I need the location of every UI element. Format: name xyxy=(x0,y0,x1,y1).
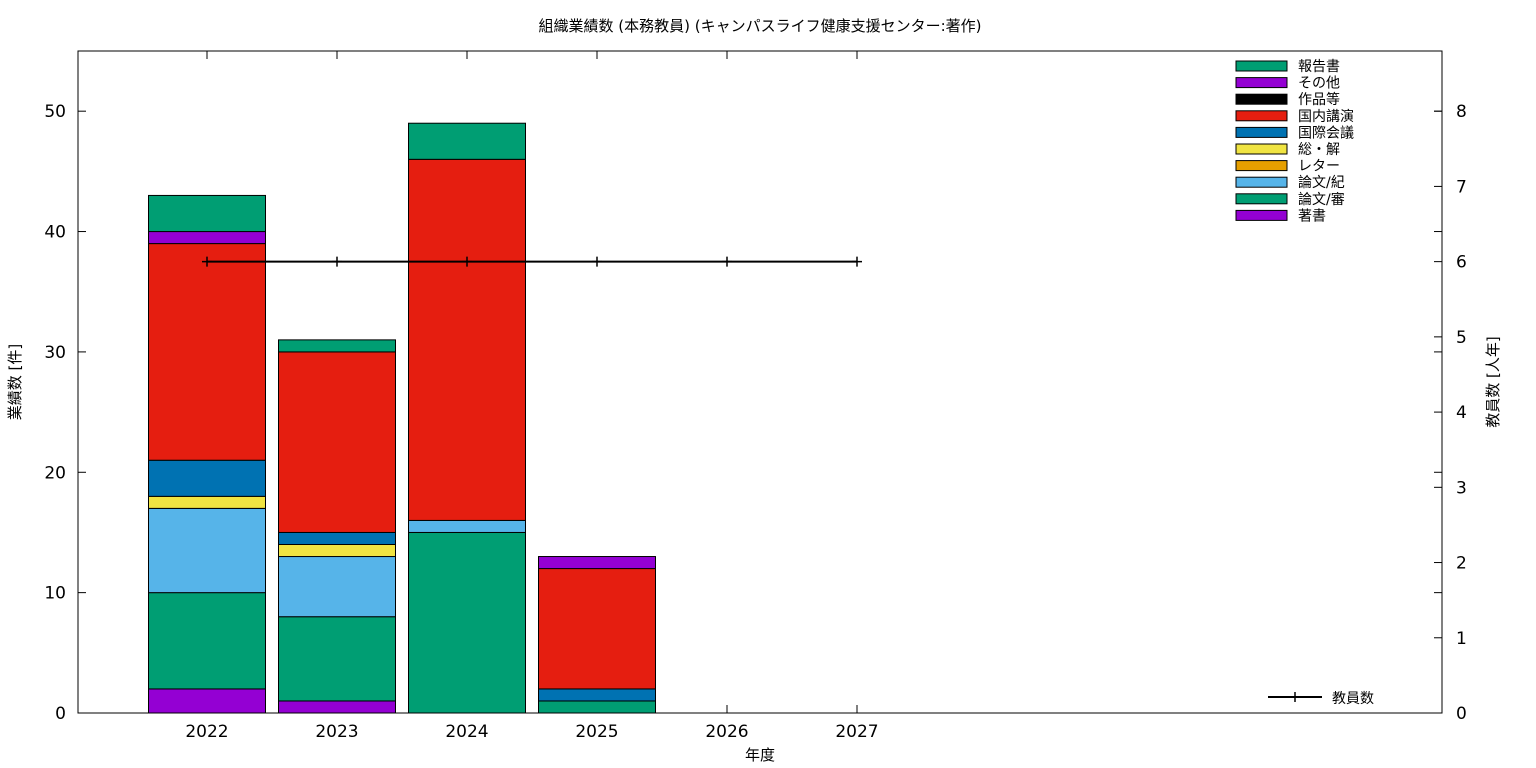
legend-label: 総・解 xyxy=(1298,142,1340,158)
bar-segment xyxy=(278,339,396,353)
bar-segment xyxy=(538,556,656,570)
faculty-count-line xyxy=(202,256,862,267)
y2-tick-label: 1 xyxy=(1456,629,1467,649)
legend-swatch xyxy=(1235,93,1288,105)
y2-tick-label: 3 xyxy=(1456,478,1467,498)
y2-tick-label: 8 xyxy=(1456,102,1467,122)
x-tick-label: 2027 xyxy=(835,722,878,742)
legend-swatch xyxy=(1235,126,1288,138)
y-tick-label: 30 xyxy=(44,343,66,363)
legend-label: 国際会議 xyxy=(1298,124,1354,141)
bar-segment xyxy=(148,243,266,461)
bar-segment xyxy=(148,459,266,497)
y2-tick-label: 0 xyxy=(1456,704,1467,724)
legend-label: 国内講演 xyxy=(1298,109,1354,125)
bar-segment xyxy=(278,556,396,618)
legend-label: 著書 xyxy=(1298,208,1326,224)
bar-segment xyxy=(148,194,266,233)
legend-swatch xyxy=(1235,110,1288,122)
bar-segment xyxy=(408,122,526,160)
chart-title: 組織業績数 (本務教員) (キャンパスライフ健康支援センター:著作) xyxy=(538,17,981,35)
legend-swatch xyxy=(1235,209,1288,221)
legend-label: 報告書 xyxy=(1298,59,1340,75)
bar-segment xyxy=(278,543,396,558)
y-tick-label: 10 xyxy=(44,584,66,604)
bar-segment xyxy=(538,688,656,702)
line-legend-label: 教員数 xyxy=(1332,691,1374,707)
bar-segment xyxy=(538,700,656,714)
y-axis-right: 0 1 2 3 4 5 6 7 8 xyxy=(1434,102,1467,724)
legend-swatch xyxy=(1235,77,1288,89)
legend-swatch xyxy=(1235,193,1288,205)
bar-segment xyxy=(408,158,526,521)
x-tick-label: 2025 xyxy=(575,722,618,742)
x-tick-label: 2023 xyxy=(315,722,358,742)
bar-segment xyxy=(278,616,396,702)
bar-segment xyxy=(148,592,266,690)
legend-label: 論文/紀 xyxy=(1298,175,1345,191)
x-axis-title: 年度 xyxy=(745,746,775,764)
y2-tick-label: 7 xyxy=(1456,177,1467,197)
y2-tick-label: 6 xyxy=(1456,253,1467,273)
legend-swatch xyxy=(1235,176,1288,188)
y-axis-title: 業績数 [件] xyxy=(6,344,24,420)
bar-segment xyxy=(278,351,396,533)
legend-label: 論文/審 xyxy=(1298,192,1345,208)
y-axis-left: 0 10 20 30 40 50 xyxy=(44,102,1442,724)
y-tick-label: 40 xyxy=(44,223,66,243)
y-tick-label: 50 xyxy=(44,102,66,122)
plot-frame xyxy=(77,50,1443,714)
bar-segment xyxy=(408,519,526,533)
bar-segment xyxy=(148,231,266,245)
legend-label: 作品等 xyxy=(1298,91,1340,108)
y2-tick-label: 5 xyxy=(1456,328,1467,348)
x-tick-label: 2026 xyxy=(705,722,748,742)
y2-axis-title: 教員数 [人年] xyxy=(1484,336,1502,427)
legend-swatch xyxy=(1235,160,1288,172)
x-axis: 2022 2023 2024 2025 2026 2027 xyxy=(185,51,879,742)
legend-swatch xyxy=(1235,60,1288,72)
x-tick-label: 2024 xyxy=(445,722,488,742)
bar-segment xyxy=(278,700,396,714)
bar-segment xyxy=(408,531,526,714)
bar-segment xyxy=(148,688,266,714)
line-legend: 教員数 xyxy=(1268,691,1374,707)
y2-tick-label: 4 xyxy=(1456,403,1467,423)
x-tick-label: 2022 xyxy=(185,722,228,742)
legend-swatch xyxy=(1235,143,1288,155)
bar-segment xyxy=(148,507,266,594)
bar-stacks xyxy=(148,122,656,714)
bar-segment xyxy=(148,495,266,509)
y2-tick-label: 2 xyxy=(1456,554,1467,574)
y-tick-label: 0 xyxy=(55,704,66,724)
legend-label: その他 xyxy=(1298,76,1340,92)
y-tick-label: 20 xyxy=(44,463,66,483)
bar-segment xyxy=(278,531,396,545)
bar-segment xyxy=(538,568,656,690)
legend-label: レター xyxy=(1298,159,1340,175)
